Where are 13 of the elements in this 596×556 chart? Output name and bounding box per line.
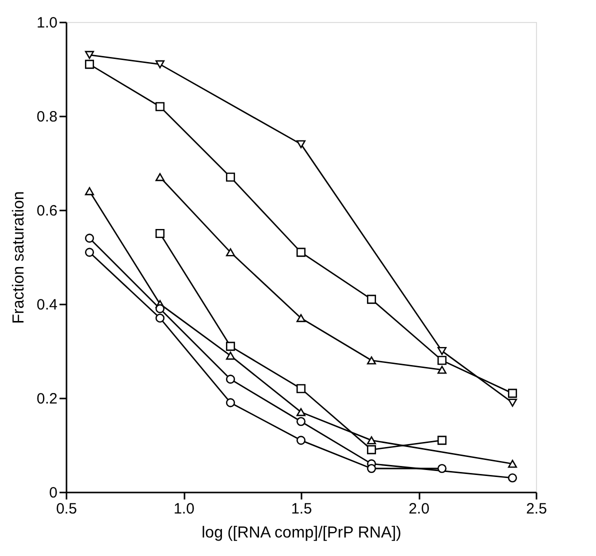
y-tick-label: 0.2 [36, 390, 58, 408]
y-tick-label: 0 [49, 484, 58, 502]
x-tick-label: 2.0 [408, 500, 430, 518]
x-tick-label: 1.5 [291, 500, 312, 518]
y-tick-label: 0.6 [36, 202, 58, 220]
y-tick-label: 0.4 [36, 296, 58, 314]
x-tick-label: 2.5 [526, 500, 547, 518]
y-tick-label: 0.8 [36, 108, 58, 126]
x-tick-label: 0.5 [56, 500, 77, 518]
x-tick-label: 1.0 [174, 500, 194, 518]
x-axis-title: log ([RNA comp]/[PrP RNA]) [202, 524, 402, 542]
y-tick-label: 1.0 [36, 14, 58, 32]
y-axis-title: Fraction saturation [10, 191, 28, 324]
